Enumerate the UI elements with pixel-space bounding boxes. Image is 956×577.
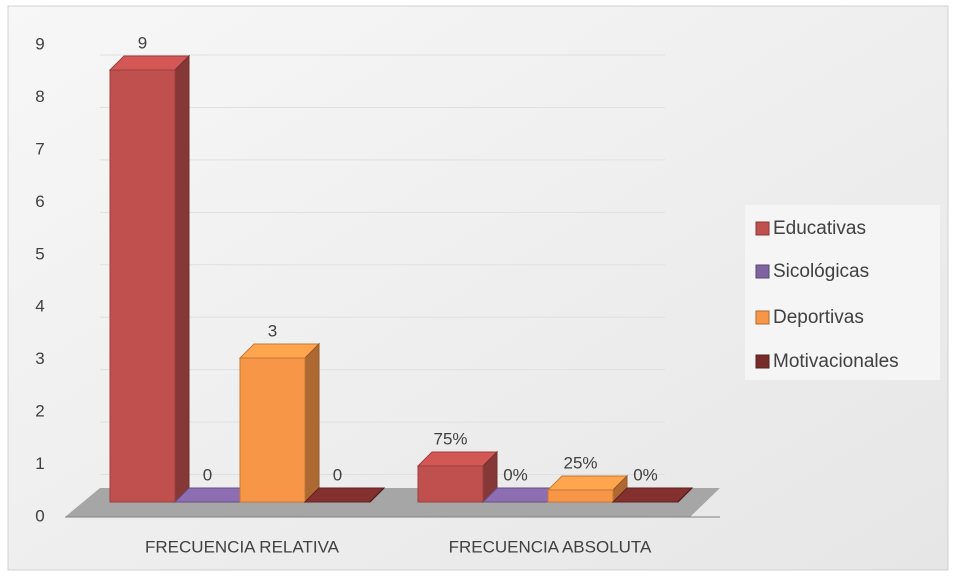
y-tick-label: 6 — [35, 192, 44, 211]
bar-side — [677, 487, 693, 503]
y-tick-label: 0 — [35, 506, 44, 525]
bar-side — [369, 487, 385, 503]
y-tick-label: 7 — [35, 139, 44, 158]
legend-label: Motivacionales — [773, 351, 899, 372]
y-tick-label: 4 — [35, 297, 44, 316]
data-label: 9 — [138, 33, 147, 52]
data-label: 75% — [433, 429, 467, 448]
x-tick-label: FRECUENCIA ABSOLUTA — [449, 537, 652, 556]
bar-side — [304, 342, 320, 504]
y-tick-label: 1 — [35, 454, 44, 473]
bar — [547, 489, 614, 503]
data-label: 0% — [633, 465, 658, 484]
data-label: 25% — [563, 453, 597, 472]
bar — [239, 357, 306, 503]
legend — [745, 205, 940, 380]
legend-swatch — [755, 264, 770, 279]
legend-label: Educativas — [773, 218, 866, 239]
legend-label: Deportivas — [773, 307, 864, 328]
data-label: 0% — [503, 465, 528, 484]
bar-side — [174, 54, 190, 504]
legend-label: Sicológicas — [773, 261, 869, 282]
y-tick-label: 3 — [35, 349, 44, 368]
x-tick-label: FRECUENCIA RELATIVA — [145, 537, 340, 556]
bar — [109, 69, 176, 503]
legend-swatch — [755, 354, 770, 369]
y-tick-label: 5 — [35, 244, 44, 263]
data-label: 0 — [203, 465, 212, 484]
legend-swatch — [755, 310, 770, 325]
legend-swatch — [755, 221, 770, 236]
y-tick-label: 8 — [35, 87, 44, 106]
data-label: 0 — [333, 465, 342, 484]
bar — [417, 465, 484, 503]
y-tick-label: 2 — [35, 402, 44, 421]
y-tick-label: 9 — [35, 34, 44, 53]
data-label: 3 — [268, 321, 277, 340]
